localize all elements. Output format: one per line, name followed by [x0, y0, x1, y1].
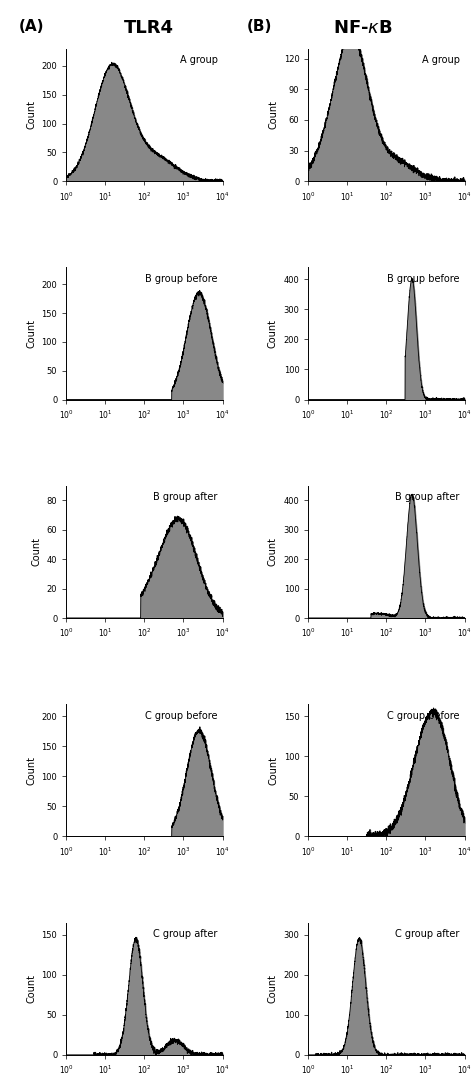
Text: (B): (B)	[246, 19, 272, 35]
Text: C group after: C group after	[395, 929, 460, 939]
Text: B group after: B group after	[395, 492, 460, 502]
Y-axis label: Count: Count	[268, 756, 278, 784]
Text: B group before: B group before	[146, 274, 218, 283]
Y-axis label: Count: Count	[268, 974, 278, 1003]
Y-axis label: Count: Count	[31, 538, 41, 566]
Text: C group before: C group before	[387, 711, 460, 721]
Y-axis label: Count: Count	[268, 538, 278, 566]
Y-axis label: Count: Count	[26, 974, 36, 1003]
Text: A group: A group	[422, 55, 460, 65]
Text: B group after: B group after	[154, 492, 218, 502]
Y-axis label: Count: Count	[26, 319, 36, 347]
Text: (A): (A)	[19, 19, 45, 35]
Text: C group after: C group after	[154, 929, 218, 939]
Y-axis label: Count: Count	[268, 101, 278, 130]
Y-axis label: Count: Count	[26, 101, 36, 130]
Text: C group before: C group before	[146, 711, 218, 721]
Text: NF-$\kappa$B: NF-$\kappa$B	[333, 19, 392, 38]
Y-axis label: Count: Count	[26, 756, 36, 784]
Text: A group: A group	[180, 55, 218, 65]
Text: TLR4: TLR4	[124, 19, 174, 38]
Text: B group before: B group before	[387, 274, 460, 283]
Y-axis label: Count: Count	[268, 319, 278, 347]
